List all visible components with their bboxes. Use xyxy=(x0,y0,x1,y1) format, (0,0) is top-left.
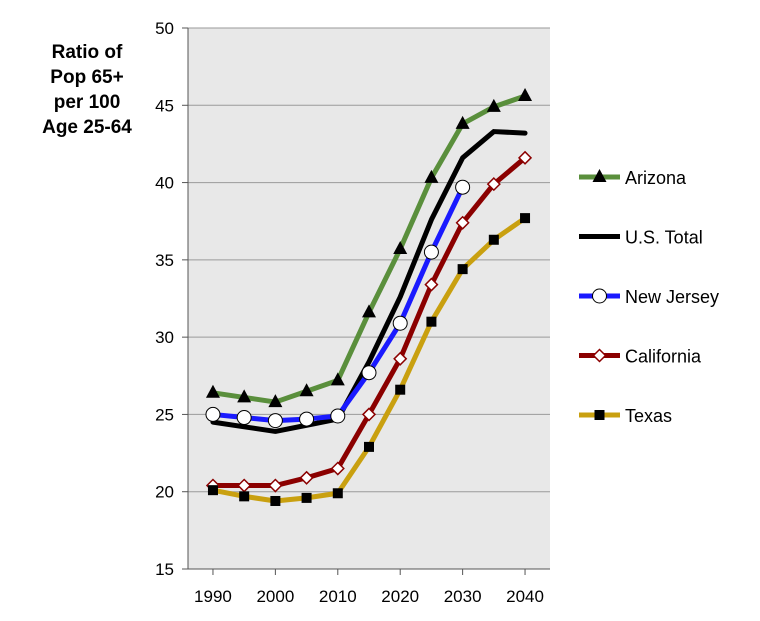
data-point-texas xyxy=(332,488,343,499)
y-tick-label: 35 xyxy=(155,251,174,270)
data-point-california xyxy=(330,461,345,476)
data-point-new-jersey xyxy=(236,410,252,426)
data-point-arizona xyxy=(237,389,252,403)
y-tick-label: 20 xyxy=(155,483,174,502)
data-point-california xyxy=(424,277,439,292)
legend-marker-arizona xyxy=(592,169,607,182)
data-point-california xyxy=(517,150,533,165)
x-tick-label: 2010 xyxy=(319,587,357,606)
data-point-arizona xyxy=(393,241,408,255)
data-point-texas xyxy=(239,491,250,502)
data-point-new-jersey xyxy=(205,406,221,422)
legend-label-texas: Texas xyxy=(625,406,672,426)
y-tick-label: 40 xyxy=(155,174,174,193)
data-point-texas xyxy=(364,441,374,452)
legend-label-u-s-total: U.S. Total xyxy=(625,228,703,248)
data-point-new-jersey xyxy=(299,411,315,427)
y-tick-label: 15 xyxy=(155,560,174,579)
data-point-arizona xyxy=(424,169,439,183)
y-tick-label: 30 xyxy=(155,328,174,347)
data-point-texas xyxy=(488,234,499,245)
data-point-new-jersey xyxy=(392,315,408,331)
x-tick-label: 2020 xyxy=(381,587,419,606)
y-axis-label-line: Age 25-64 xyxy=(42,117,132,138)
data-point-texas xyxy=(270,495,281,506)
legend-label-new-jersey: New Jersey xyxy=(625,287,719,307)
x-tick-label: 2000 xyxy=(256,587,294,606)
series-line-u-s-total xyxy=(210,129,528,434)
data-point-arizona xyxy=(455,115,470,129)
data-point-arizona xyxy=(486,98,501,112)
legend-label-arizona: Arizona xyxy=(625,168,687,188)
data-point-texas xyxy=(426,316,437,327)
y-axis-label-line: Ratio of xyxy=(51,42,123,63)
y-tick-label: 25 xyxy=(155,405,174,424)
data-point-california xyxy=(486,177,501,192)
data-point-arizona xyxy=(205,384,220,398)
y-axis-label-line: Pop 65+ xyxy=(50,67,124,88)
legend-marker-new-jersey xyxy=(592,288,607,304)
y-tick-label: 45 xyxy=(155,96,174,115)
data-point-california xyxy=(268,478,283,493)
data-point-texas xyxy=(457,264,468,275)
data-point-texas xyxy=(395,384,406,395)
legend-marker-texas xyxy=(594,410,605,420)
data-point-california xyxy=(299,470,314,485)
data-point-texas xyxy=(301,492,312,503)
data-point-california xyxy=(361,407,377,422)
data-point-arizona xyxy=(268,394,283,408)
data-point-new-jersey xyxy=(330,408,346,424)
x-tick-label: 2030 xyxy=(444,587,482,606)
y-tick-label: 50 xyxy=(155,19,174,38)
data-point-texas xyxy=(207,485,218,496)
data-point-arizona xyxy=(330,372,345,386)
data-point-arizona xyxy=(362,304,376,318)
data-point-arizona xyxy=(299,383,314,397)
plot-area xyxy=(188,28,550,569)
x-tick-label: 1990 xyxy=(194,587,232,606)
x-tick-label: 2040 xyxy=(506,587,544,606)
legend-label-california: California xyxy=(625,347,702,367)
legend-marker-california xyxy=(592,348,607,363)
data-point-california xyxy=(455,215,470,230)
data-point-arizona xyxy=(518,88,533,102)
data-point-texas xyxy=(520,213,531,224)
y-axis-label: Ratio of Pop 65+ per 100 Age 25-64 xyxy=(8,40,166,140)
data-point-new-jersey xyxy=(455,179,471,195)
data-point-new-jersey xyxy=(361,365,377,381)
data-point-california xyxy=(393,351,408,366)
y-axis-label-line: per 100 xyxy=(53,92,121,113)
data-point-new-jersey xyxy=(423,244,439,260)
data-point-new-jersey xyxy=(267,413,283,429)
